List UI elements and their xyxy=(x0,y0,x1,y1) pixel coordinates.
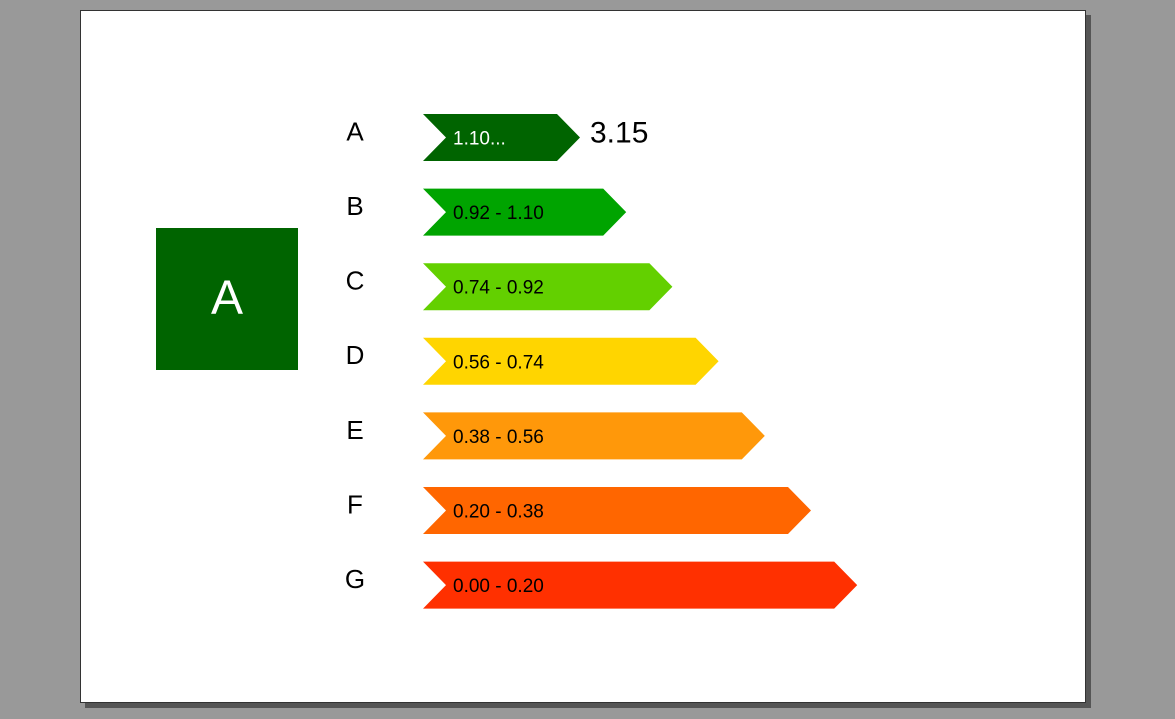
class-arrow xyxy=(423,263,673,311)
class-letter: F xyxy=(347,489,363,519)
class-range: 0.74 - 0.92 xyxy=(453,278,544,299)
rating-box xyxy=(156,228,298,370)
class-range: 0.56 - 0.74 xyxy=(453,352,544,373)
class-letter: D xyxy=(346,340,365,370)
class-arrow xyxy=(423,561,858,609)
class-arrow xyxy=(423,188,627,236)
class-range: 0.20 - 0.38 xyxy=(453,502,544,523)
class-range: 0.00 - 0.20 xyxy=(453,576,544,597)
class-letter: B xyxy=(346,191,363,221)
rating-letter: A xyxy=(211,272,243,325)
current-value: 3.15 xyxy=(590,116,648,149)
class-range: 1.10... xyxy=(453,129,506,150)
class-arrow xyxy=(423,487,811,534)
class-arrow xyxy=(423,412,765,460)
class-letter: A xyxy=(346,116,364,146)
class-letter: C xyxy=(346,266,365,296)
class-range: 0.92 - 1.10 xyxy=(453,203,544,224)
class-letter: G xyxy=(345,564,365,594)
class-arrow xyxy=(423,114,580,161)
class-letter: E xyxy=(346,415,363,445)
class-range: 0.38 - 0.56 xyxy=(453,427,544,448)
class-arrow xyxy=(423,337,719,385)
energy-classes: A 1.10... 3.15 B 0.92 - 1.10 C 0.74 - 0.92 D 0.5… xyxy=(345,114,858,609)
